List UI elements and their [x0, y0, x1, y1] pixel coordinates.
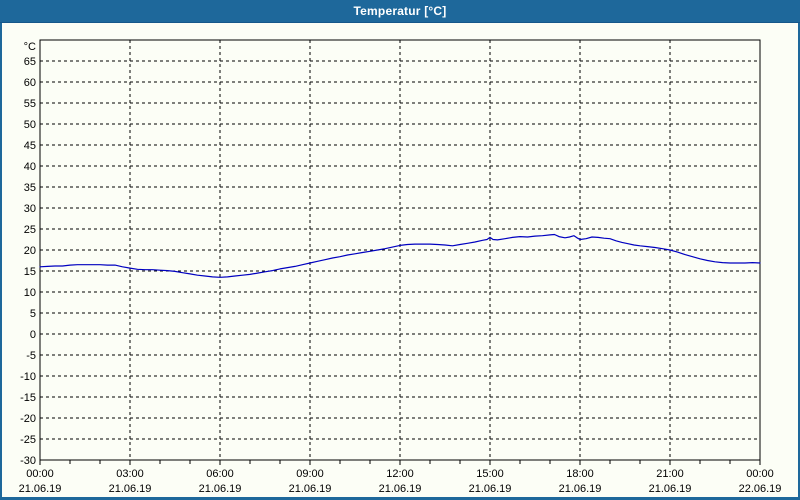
title-bar[interactable]: Temperatur [°C]	[0, 0, 800, 23]
chart-area	[2, 22, 798, 497]
chart-title: Temperatur [°C]	[353, 4, 447, 18]
